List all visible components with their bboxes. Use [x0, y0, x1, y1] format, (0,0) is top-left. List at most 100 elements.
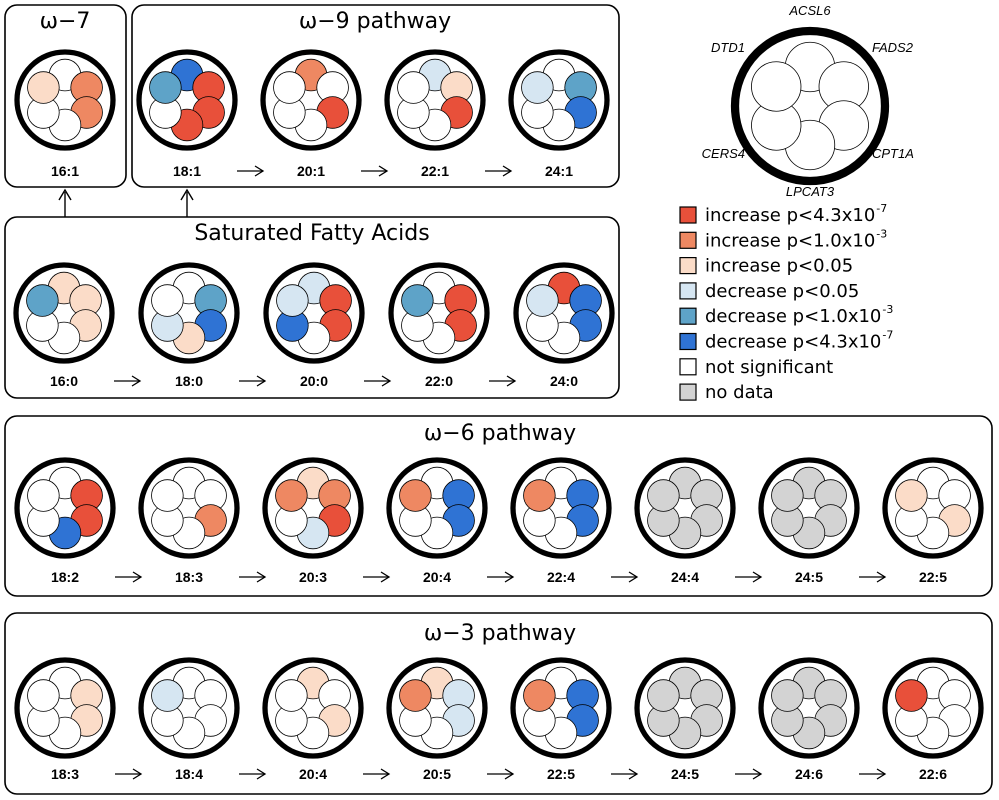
pathway-arrow — [611, 768, 639, 780]
omega3-label-7: 22:6 — [919, 766, 947, 782]
gene-dot-dtd1 — [647, 679, 680, 712]
omega3-glyph-3 — [386, 657, 488, 759]
sfa-panel — [4, 216, 620, 399]
legend-entry-6: not significant — [679, 357, 833, 378]
pathway-arrow — [237, 165, 265, 177]
legend-swatch — [679, 307, 697, 325]
gene-label-fads2: FADS2 — [872, 40, 914, 55]
gene-dot-dtd1 — [521, 71, 554, 104]
pathway-arrow — [487, 768, 515, 780]
sfa-label-1: 18:0 — [175, 373, 203, 389]
omega9-panel — [131, 4, 620, 188]
sfa-glyph-1 — [138, 262, 240, 364]
legend-exponent: -7 — [876, 202, 887, 215]
gene-label-cpt1a: CPT1A — [872, 146, 914, 161]
pathway-arrow — [735, 768, 763, 780]
pathway-arrow — [364, 375, 392, 387]
gene-dot-dtd1 — [895, 479, 928, 512]
gene-dot-dtd1 — [751, 61, 802, 112]
omega3-label-2: 20:4 — [299, 766, 327, 782]
legend-swatch — [679, 358, 697, 376]
omega6-glyph-6 — [758, 457, 860, 559]
sfa-label-3: 22:0 — [425, 373, 453, 389]
omega9-title: ω−9 pathway — [299, 9, 451, 34]
omega6-glyph-4 — [510, 457, 612, 559]
legend-label: increase p<0.05 — [705, 256, 853, 277]
gene-dot-dtd1 — [523, 679, 556, 712]
omega6-panel — [4, 415, 993, 597]
legend-entry-2: increase p<0.05 — [679, 256, 853, 277]
omega9-label-1: 20:1 — [297, 163, 325, 179]
legend-swatch — [679, 383, 697, 401]
gene-dot-dtd1 — [151, 479, 184, 512]
omega6-glyph-5 — [634, 457, 736, 559]
gene-dot-dtd1 — [397, 71, 430, 104]
omega3-title: ω−3 pathway — [424, 621, 576, 646]
omega3-glyph-6 — [758, 657, 860, 759]
gene-dot-dtd1 — [151, 679, 184, 712]
omega3-glyph-5 — [634, 657, 736, 759]
omega3-glyph-1 — [138, 657, 240, 759]
legend-label: increase p<1.0x10 — [705, 230, 875, 251]
gene-label-cers4: CERS4 — [702, 146, 745, 161]
gene-label-acsl6: ACSL6 — [788, 3, 831, 18]
pathway-arrow — [361, 165, 389, 177]
pathway-arrow — [735, 571, 763, 583]
gene-dot-dtd1 — [151, 284, 184, 317]
omega6-label-1: 18:3 — [175, 569, 203, 585]
pathway-arrow — [114, 375, 142, 387]
omega9-glyph-2 — [384, 49, 486, 151]
omega6-title: ω−6 pathway — [424, 421, 576, 446]
arrow-sfa-to-omega9 — [180, 188, 194, 217]
sfa-glyph-3 — [388, 262, 490, 364]
omega3-glyph-7 — [882, 657, 984, 759]
omega6-label-3: 20:4 — [423, 569, 451, 585]
omega6-label-5: 24:4 — [671, 569, 699, 585]
pathway-glyphs: 16:1 18:1 20:1 22:1 24:1 16:0 18:0 20:0 22:0 24:0… — [13, 49, 984, 782]
omega6-label-0: 18:2 — [51, 569, 79, 585]
gene-key-circle — [730, 26, 890, 186]
legend-entry-4: decrease p<1.0x10 -3 — [679, 303, 893, 327]
legend-exponent: -3 — [876, 227, 887, 240]
pathway-arrow — [115, 768, 143, 780]
sfa-glyph-4 — [513, 262, 615, 364]
omega3-panel — [4, 612, 993, 795]
sfa-glyph-0 — [13, 262, 115, 364]
pathway-arrow — [239, 571, 267, 583]
legend-label: increase p<4.3x10 — [705, 205, 875, 226]
omega7-title: ω−7 — [40, 9, 91, 34]
gene-dot-dtd1 — [26, 284, 59, 317]
omega3-label-3: 20:5 — [423, 766, 451, 782]
gene-dot-dtd1 — [27, 679, 60, 712]
gene-dot-dtd1 — [399, 479, 432, 512]
legend-swatch — [679, 257, 697, 275]
legend-entry-5: decrease p<4.3x10 -7 — [679, 329, 893, 353]
gene-dot-dtd1 — [276, 284, 309, 317]
omega3-label-5: 24:5 — [671, 766, 699, 782]
pathway-arrow — [485, 165, 513, 177]
sfa-label-0: 16:0 — [50, 373, 78, 389]
gene-dot-dtd1 — [273, 71, 306, 104]
legend-entry-1: increase p<1.0x10 -3 — [679, 227, 887, 251]
omega7-label-0: 16:1 — [51, 163, 79, 179]
gene-dot-dtd1 — [275, 679, 308, 712]
legend-swatch — [679, 332, 697, 351]
omega9-glyph-1 — [260, 49, 362, 151]
omega6-glyph-0 — [14, 457, 116, 559]
omega9-glyph-0 — [136, 49, 238, 151]
omega9-label-3: 24:1 — [545, 163, 573, 179]
omega6-label-2: 20:3 — [299, 569, 327, 585]
omega6-glyph-2 — [262, 457, 364, 559]
omega3-label-6: 24:6 — [795, 766, 823, 782]
gene-dot-dtd1 — [27, 479, 60, 512]
sfa-label-2: 20:0 — [300, 373, 328, 389]
legend-swatch — [679, 282, 697, 300]
omega6-glyph-3 — [386, 457, 488, 559]
omega3-label-1: 18:4 — [175, 766, 203, 782]
gene-dot-dtd1 — [771, 679, 804, 712]
pathway-arrow — [859, 768, 887, 780]
pathway-arrow — [859, 571, 887, 583]
sfa-glyph-2 — [263, 262, 365, 364]
legend-entry-0: increase p<4.3x10 -7 — [679, 202, 887, 226]
gene-dot-dtd1 — [149, 71, 182, 104]
